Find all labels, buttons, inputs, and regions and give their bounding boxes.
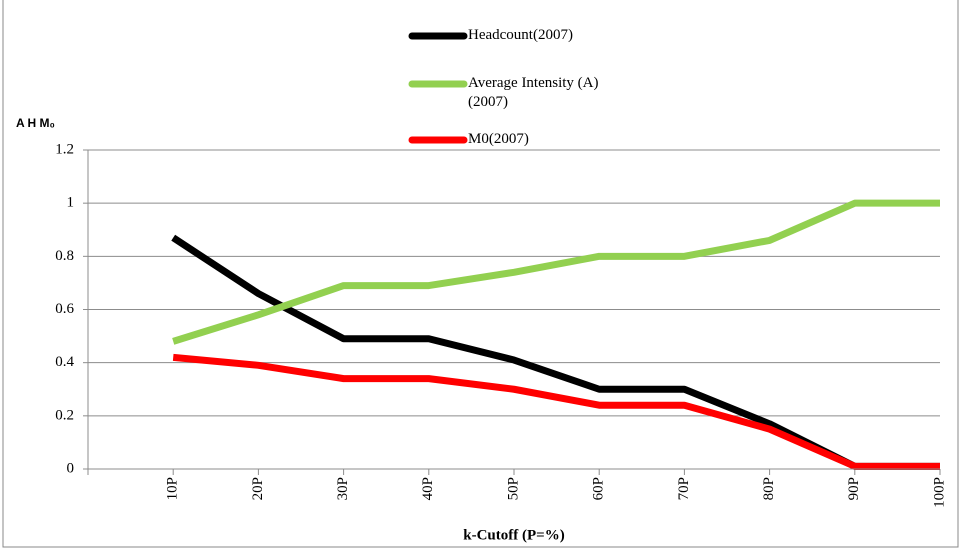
series-line: [171, 234, 940, 470]
x-tick-label: 40P: [420, 477, 436, 500]
y-tick-label: 0: [67, 460, 75, 476]
y-tick-label: 0.4: [55, 354, 74, 370]
x-tick-label: 30P: [335, 477, 351, 500]
x-tick-label: 50P: [505, 477, 521, 500]
x-tick-label: 60P: [591, 477, 607, 500]
y-tick-label: 1.2: [55, 141, 74, 157]
legend-label: Headcount(2007): [468, 27, 573, 43]
legend-label: M0(2007): [468, 131, 529, 147]
x-tick-label: 70P: [676, 477, 692, 500]
x-tick-label: 90P: [846, 477, 862, 500]
legend-label: Average Intensity (A)(2007): [468, 75, 599, 110]
series-line: [172, 353, 940, 470]
x-tick-label: 10P: [165, 477, 181, 500]
series-line: [172, 199, 940, 345]
y-tick-label: 1: [67, 195, 75, 211]
x-axis-label: k-Cutoff (P=%): [463, 527, 564, 543]
y-tick-label: 0.8: [55, 248, 74, 264]
y-tick-label: 0.2: [55, 407, 74, 423]
y-axis-label: A H M₀: [16, 116, 55, 130]
y-tick-label: 0.6: [55, 301, 74, 317]
x-tick-label: 100P: [931, 477, 947, 508]
x-tick-label: 20P: [250, 477, 266, 500]
x-tick-label: 80P: [761, 477, 777, 500]
